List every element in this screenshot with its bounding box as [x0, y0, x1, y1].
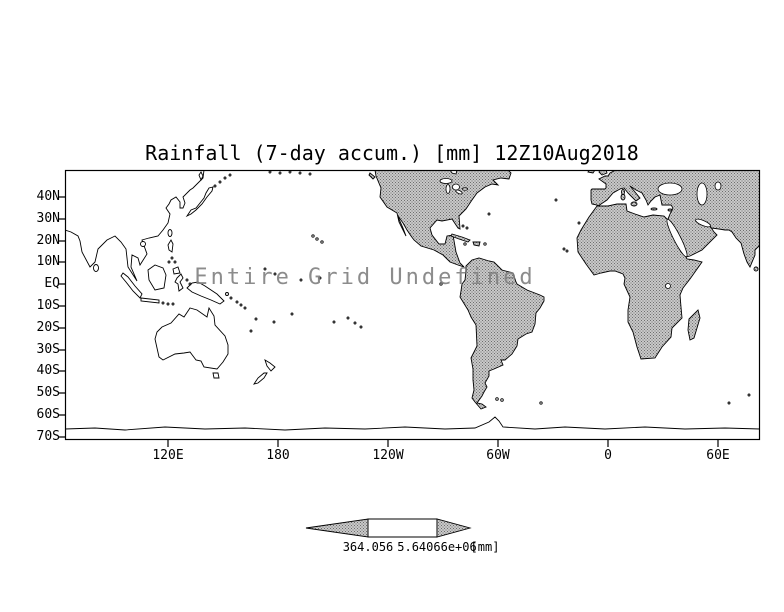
red-sea	[666, 218, 688, 258]
lat-tick-label-10n: 10N	[36, 254, 60, 269]
lon-tick-label-120w: 120W	[372, 448, 404, 463]
lat-tick-label-30n: 30N	[36, 211, 60, 226]
colorbar-left-arrow-icon	[305, 518, 369, 538]
lon-tick-label-0: 0	[604, 448, 612, 463]
antarctica-coastline	[65, 416, 760, 440]
australia-coastline	[154, 306, 229, 370]
lat-tick-label-50s: 50S	[36, 385, 60, 400]
hispaniola	[472, 241, 481, 247]
lon-tick-label-60e: 60E	[706, 448, 730, 463]
colorbar-right-value: 5.64066e+06	[397, 540, 477, 554]
lon-tick-label-60w: 60W	[486, 448, 510, 463]
lake-michigan	[445, 184, 451, 194]
colorbar-unit-label: [mm]	[470, 540, 500, 554]
landmass-asia-australia	[65, 170, 276, 385]
new-zealand-north	[264, 358, 276, 372]
corsica	[621, 189, 625, 195]
sulawesi	[174, 273, 184, 292]
taiwan	[167, 229, 173, 237]
lat-tick-label-eq: EQ	[44, 276, 60, 291]
mindanao	[172, 266, 181, 275]
lon-tick-label-120e: 120E	[152, 448, 184, 463]
java	[140, 297, 160, 304]
lat-tick-label-40s: 40S	[36, 363, 60, 378]
lake-ontario	[462, 187, 468, 191]
sakhalin	[198, 171, 204, 182]
persian-gulf	[695, 218, 711, 228]
colorbar-right-arrow-icon	[436, 518, 472, 538]
lat-tick-label-40n: 40N	[36, 189, 60, 204]
cyprus	[667, 208, 673, 212]
england	[598, 170, 608, 176]
lat-tick-label-20n: 20N	[36, 233, 60, 248]
lat-tick-label-70s: 70S	[36, 429, 60, 444]
japan-coastline	[185, 186, 214, 218]
new-zealand-south	[252, 372, 268, 385]
sri-lanka	[93, 264, 99, 272]
caspian-sea	[696, 182, 708, 206]
lon-tick-label-180: 180	[266, 448, 290, 463]
borneo	[147, 264, 167, 291]
asia-coastline	[65, 170, 205, 282]
inland-seas	[439, 178, 722, 289]
colorbar	[305, 518, 472, 538]
island-specks	[161, 170, 751, 405]
tasmania	[212, 372, 220, 379]
new-guinea	[186, 281, 225, 305]
plot-title: Rainfall (7-day accum.) [mm] 12Z10Aug201…	[145, 141, 639, 165]
landmass-americas-africa-europe	[368, 170, 760, 410]
lat-tick-label-10s: 10S	[36, 298, 60, 313]
sicily	[630, 201, 638, 207]
colorbar-segment	[367, 518, 438, 538]
lat-tick-label-60s: 60S	[36, 407, 60, 422]
lake-erie	[455, 189, 463, 195]
luzon	[167, 239, 174, 253]
eurasia-right-coastline	[590, 170, 760, 268]
axis-ticks	[58, 196, 719, 447]
lake-huron	[452, 183, 460, 191]
map-frame	[64, 169, 761, 441]
vancouver-island	[368, 172, 376, 180]
crete	[650, 207, 658, 211]
sumatra	[120, 272, 143, 299]
aral-sea	[714, 181, 722, 191]
sri-lanka-wrap	[753, 266, 759, 272]
undefined-grid-watermark: Entire Grid Undefined	[194, 265, 536, 290]
lake-victoria	[665, 283, 671, 289]
lat-tick-label-30s: 30S	[36, 342, 60, 357]
lat-tick-label-20s: 20S	[36, 320, 60, 335]
black-sea	[657, 182, 683, 196]
hainan	[140, 241, 146, 247]
south-america-coastline	[459, 257, 545, 410]
africa-coastline	[576, 203, 703, 360]
north-america-coastline	[374, 170, 512, 268]
madagascar	[687, 309, 701, 341]
cuba	[450, 233, 471, 243]
colorbar-left-value: 364.056	[342, 540, 394, 554]
lake-superior	[439, 178, 453, 184]
map-interior	[65, 170, 760, 440]
